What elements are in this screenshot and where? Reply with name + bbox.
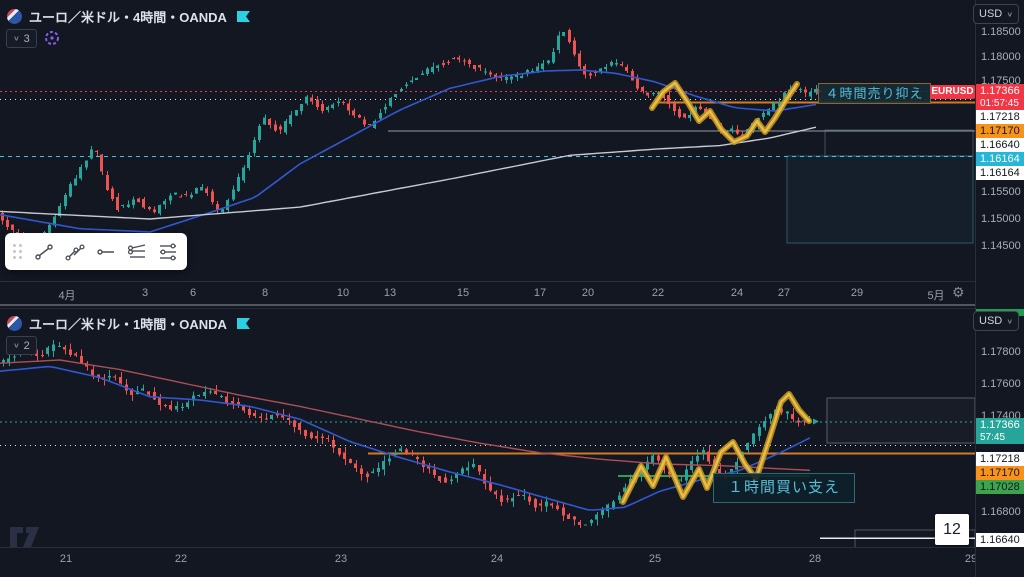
countdown-timer: 01:57:45	[980, 98, 1019, 109]
price-axis-label: 1.17366 57:45	[976, 418, 1024, 444]
time-tick-label: 27	[777, 287, 791, 299]
time-tick-label: 10	[336, 287, 350, 299]
currency-unit-label: USD	[979, 8, 1003, 20]
tradingview-watermark-logo	[10, 527, 39, 547]
currency-unit-dropdown-1h[interactable]: USD ∨	[973, 311, 1019, 331]
price-grid-label: 1.17600	[981, 378, 1021, 390]
price-axis-label: 1.17028	[976, 480, 1024, 494]
time-tick-label: 5月	[927, 290, 945, 302]
time-tick-label: 20	[581, 287, 595, 299]
price-axis-label: 1.16164	[976, 166, 1024, 180]
price-arrow-marker	[813, 418, 819, 425]
trend-line-tool-icon[interactable]	[28, 237, 59, 267]
time-tick-label: 24	[490, 553, 504, 565]
moving-average-line	[0, 126, 817, 220]
chevron-down-icon: ∨	[13, 341, 20, 349]
time-tick-label: 22	[651, 287, 665, 299]
time-tick-label: 25	[648, 553, 662, 565]
currency-unit-label: USD	[979, 315, 1003, 327]
moving-average-line	[0, 359, 811, 471]
chart-title-4h: ユーロ／米ドル・4時間・OANDA	[7, 7, 250, 26]
chart-canvas-4h[interactable]	[0, 0, 975, 281]
time-tick-label: 6	[189, 287, 197, 299]
candlestick-series	[1, 28, 817, 250]
time-tick-label: 23	[334, 553, 348, 565]
pane-separator[interactable]	[0, 304, 1024, 309]
chevron-down-icon: ∨	[13, 34, 20, 42]
time-tick-label: 28	[808, 553, 822, 565]
horizontal-line-tool-icon[interactable]	[90, 237, 121, 267]
moving-average-line	[0, 69, 817, 233]
freehand-zigzag-drawing[interactable]	[620, 391, 812, 505]
price-axis-label: 1.16640	[976, 533, 1024, 547]
parallel-channel-tool-icon[interactable]	[152, 237, 183, 267]
time-tick-label: 24	[730, 287, 744, 299]
drawing-boxes[interactable]	[786, 129, 974, 244]
annotation-1h-support[interactable]: １時間買い支え	[713, 473, 855, 503]
chevron-down-icon: ∨	[1006, 316, 1013, 325]
price-axis[interactable]: 1.18500 1.18000 1.17500 1.15500 1.15000 1.145…	[975, 0, 1024, 577]
time-tick-label: 4月	[58, 290, 76, 302]
candlestick-series	[2, 339, 811, 529]
time-tick-label: 29	[964, 553, 975, 565]
price-axis-label: 1.17170	[976, 124, 1024, 138]
time-tick-label: 3	[141, 287, 149, 299]
price-axis-label: 1.17366 01:57:45	[976, 84, 1024, 110]
price-axis-label: 1.17218	[976, 110, 1024, 124]
time-axis-4h[interactable]: 4月 3 6 8 10 13 15 17 20 22 24 27 29 5月	[0, 281, 975, 305]
currency-unit-dropdown-4h[interactable]: USD ∨	[973, 4, 1019, 24]
flag-icon[interactable]	[236, 318, 250, 329]
price-grid-label: 1.18000	[981, 51, 1021, 63]
chart-title-1h: ユーロ／米ドル・1時間・OANDA	[7, 314, 250, 333]
indicators-collapse-button-1h[interactable]: ∨ 2	[6, 336, 37, 355]
drawing-boxes[interactable]	[826, 397, 975, 547]
symbol-title[interactable]: ユーロ／米ドル・4時間・OANDA	[29, 10, 227, 25]
price-axis-label: 1.17218	[976, 452, 1024, 466]
price-axis-label: 1.16640	[976, 138, 1024, 152]
countdown-timer: 57:45	[980, 432, 1006, 443]
price-grid-label: 1.18500	[981, 26, 1021, 38]
indicator-logo-icon[interactable]	[44, 30, 60, 46]
currency-pair-icon	[7, 316, 22, 331]
time-tick-label: 22	[174, 553, 188, 565]
indicators-collapse-button-4h[interactable]: ∨ 3	[6, 29, 37, 48]
time-tick-label: 13	[383, 287, 397, 299]
chevron-down-icon: ∨	[1006, 9, 1013, 18]
settings-gear-icon[interactable]: ⚙	[952, 284, 965, 300]
fan-lines-tool-icon[interactable]	[121, 237, 152, 267]
time-tick-label: 21	[59, 553, 73, 565]
price-grid-label: 1.16800	[981, 506, 1021, 518]
annotation-4h-resistance[interactable]: ４時間売り抑え	[818, 83, 931, 104]
flag-icon[interactable]	[236, 11, 250, 22]
symbol-title[interactable]: ユーロ／米ドル・1時間・OANDA	[29, 317, 227, 332]
time-tick-label: 29	[850, 287, 864, 299]
price-grid-label: 1.15000	[981, 213, 1021, 225]
parallel-trend-lines-tool-icon[interactable]	[59, 237, 90, 267]
price-grid-label: 1.14500	[981, 240, 1021, 252]
count-badge[interactable]: 12	[935, 514, 969, 545]
currency-pair-icon	[7, 9, 22, 24]
price-grid-label: 1.17800	[981, 346, 1021, 358]
moving-average-line	[0, 365, 811, 511]
price-axis-label: 1.17170	[976, 466, 1024, 480]
price-grid-label: 1.15500	[981, 186, 1021, 198]
symbol-tag: EURUSD	[930, 85, 975, 99]
freehand-zigzag-drawing[interactable]	[649, 80, 800, 145]
time-tick-label: 15	[456, 287, 470, 299]
time-axis-1h[interactable]: 21 22 23 24 25 28 29	[0, 547, 975, 577]
price-axis-label: 1.16164	[976, 152, 1024, 166]
chart-canvas-1h[interactable]	[0, 309, 975, 547]
indicator-count: 2	[23, 339, 30, 352]
time-tick-label: 17	[533, 287, 547, 299]
indicator-count: 3	[23, 32, 30, 45]
drawing-toolbar	[5, 233, 187, 270]
time-tick-label: 8	[261, 287, 269, 299]
drag-handle-icon[interactable]	[13, 244, 22, 259]
